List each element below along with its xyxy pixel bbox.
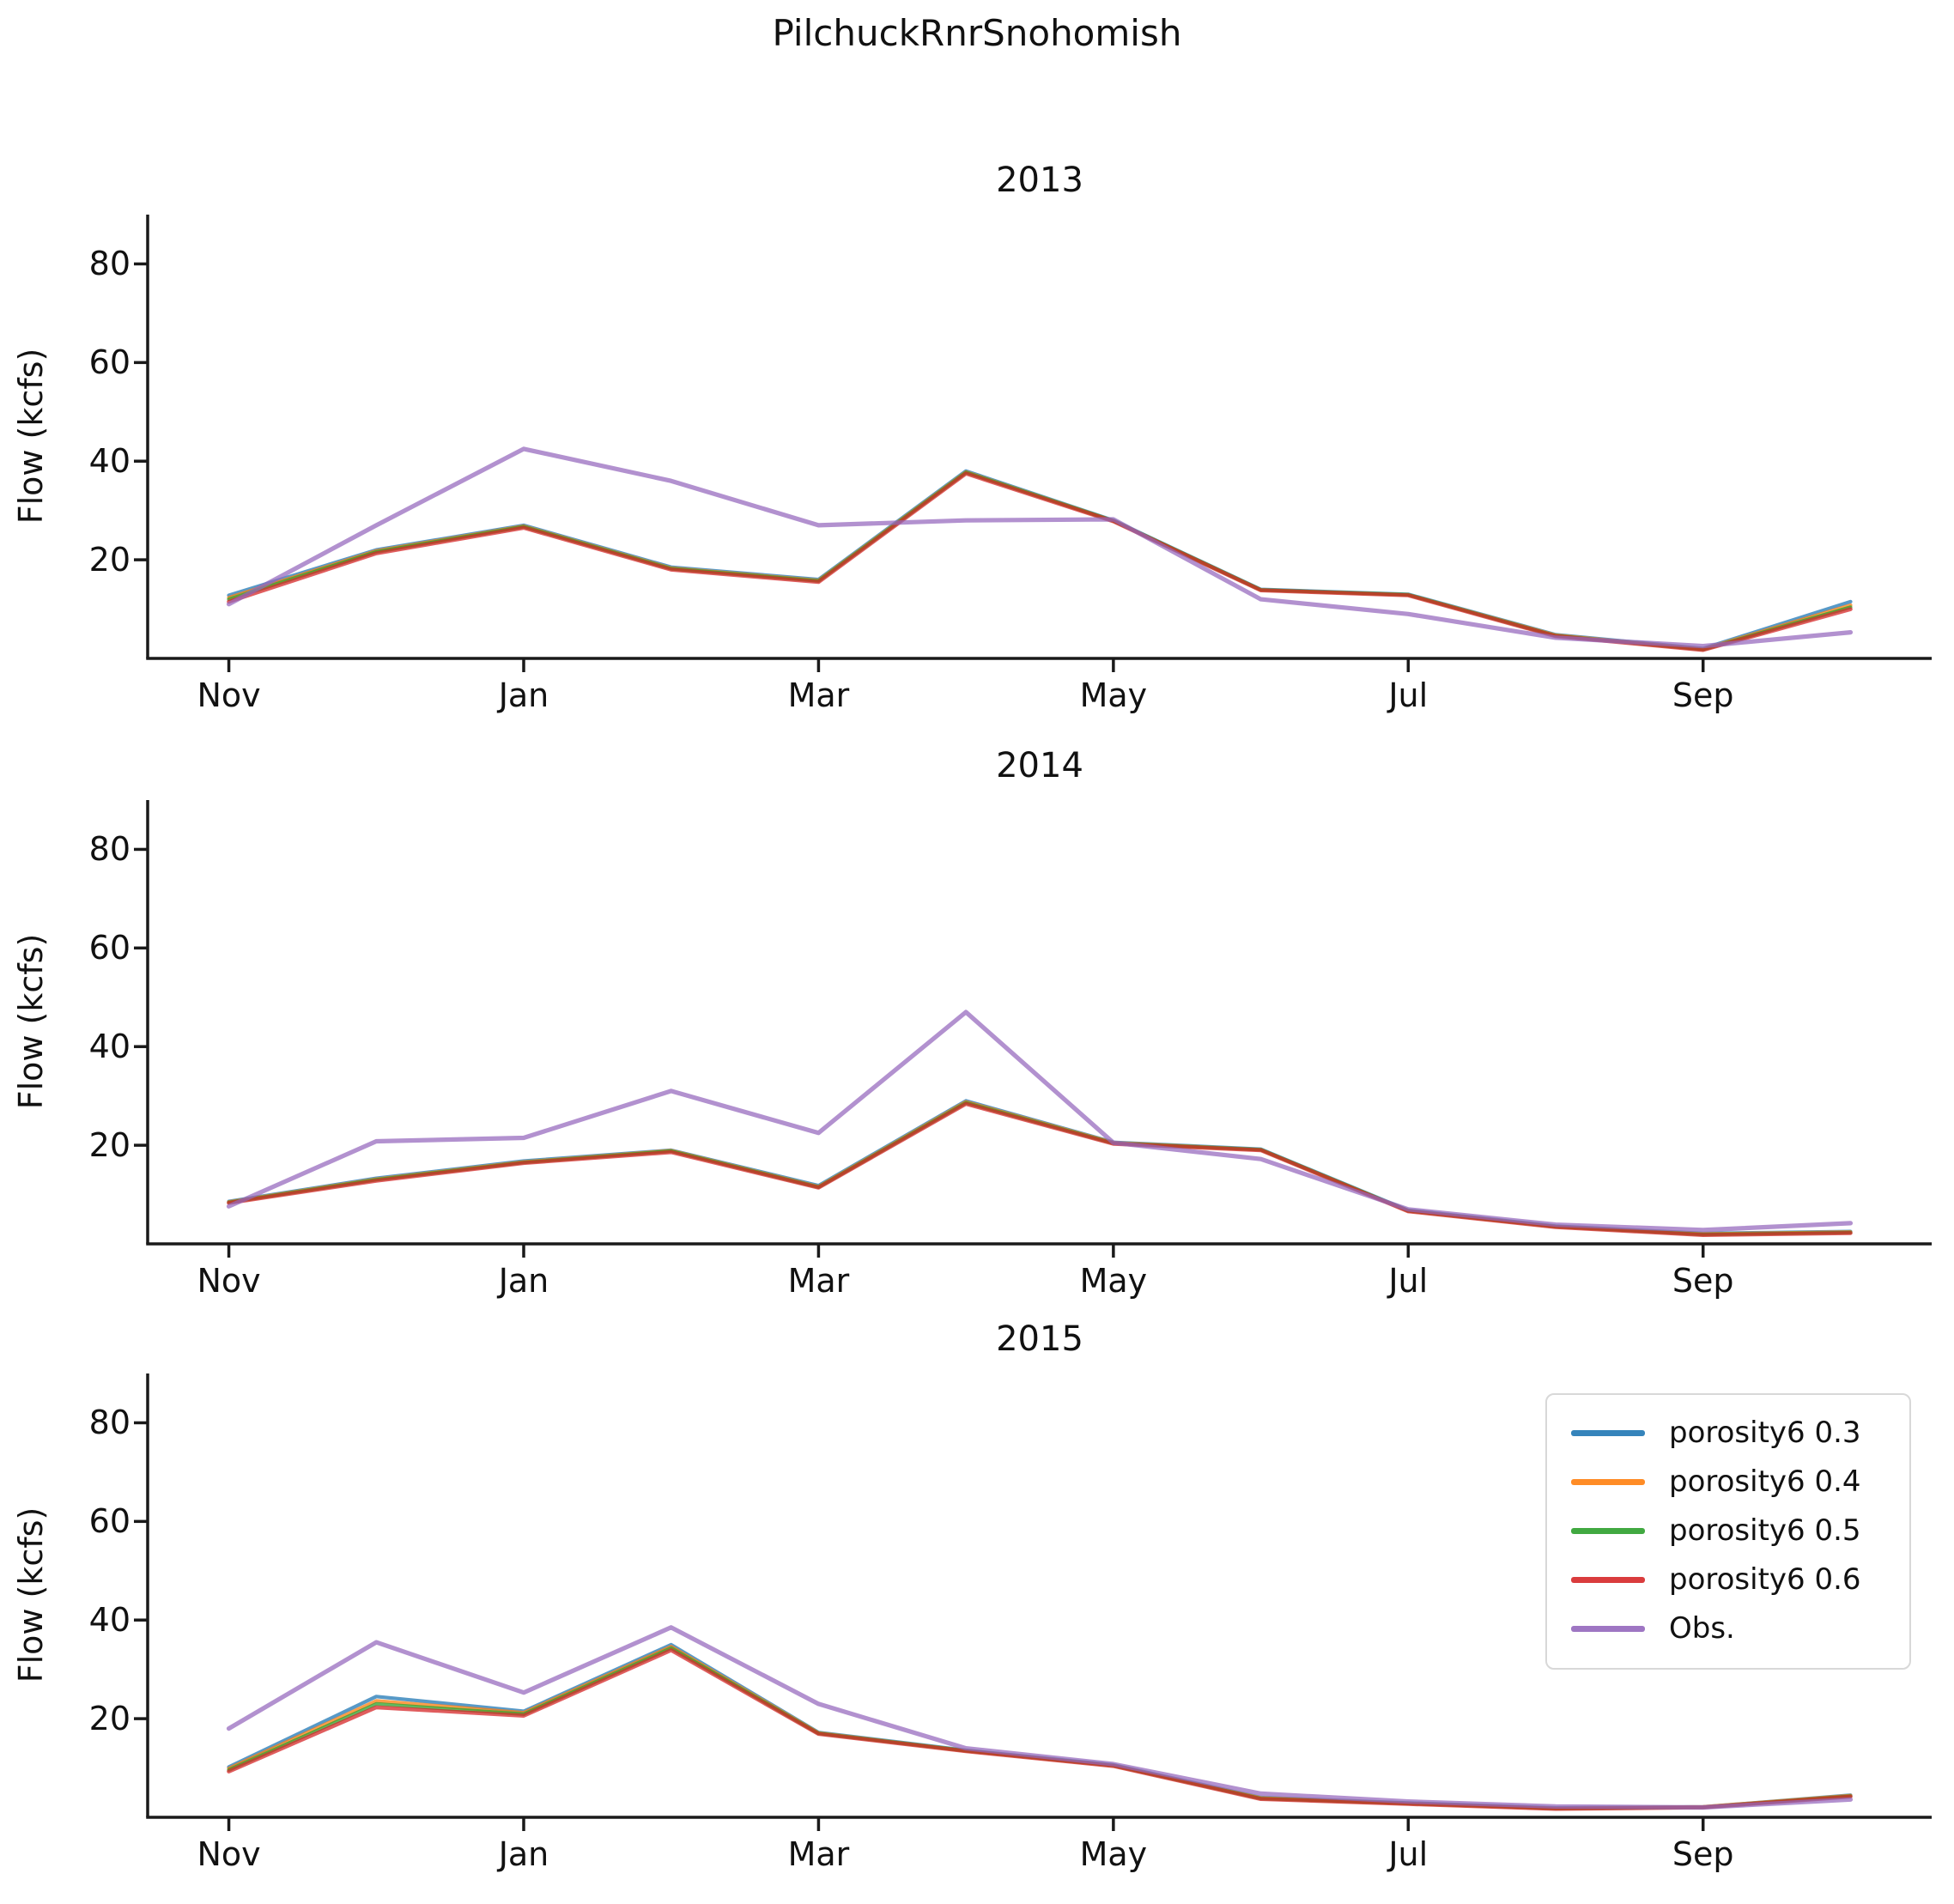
y-tick-label-2014-40: 40	[88, 1028, 130, 1066]
y-tick-label-2015-80: 80	[88, 1404, 130, 1442]
legend-swatch-porosity6-0.4	[1571, 1478, 1645, 1485]
line-2015-obs	[226, 1625, 1854, 1810]
legend-swatch-porosity6-0.3	[1571, 1429, 1645, 1436]
x-tick-label-2015-Nov: Nov	[197, 1835, 261, 1873]
line-2015-porosity6-0.4	[227, 1645, 1853, 1810]
legend-label-porosity6-0.4: porosity6 0.4	[1669, 1464, 1861, 1499]
y-tick-label-2013-20: 20	[88, 541, 130, 579]
legend-item-porosity6-0.5: porosity6 0.5	[1571, 1507, 1909, 1555]
legend-swatch-obs	[1571, 1625, 1645, 1632]
subplot-title-2013: 2013	[996, 161, 1083, 200]
y-tick-label-2013-80: 80	[88, 245, 130, 283]
subplot-title-2015: 2015	[996, 1319, 1083, 1359]
x-tick-label-2015-Jan: Jan	[498, 1835, 549, 1873]
x-tick-label-2015-Mar: Mar	[787, 1835, 850, 1873]
subplot-2015-axes	[134, 1373, 1932, 1831]
x-tick-label-2014-Sep: Sep	[1672, 1262, 1734, 1300]
x-tick-label-2015-May: May	[1079, 1835, 1148, 1873]
x-tick-label-2014-Jul: Jul	[1388, 1262, 1429, 1300]
y-tick-label-2013-40: 40	[88, 442, 130, 481]
y-tick-label-2013-60: 60	[88, 343, 130, 382]
legend-swatch-porosity6-0.5	[1571, 1527, 1645, 1534]
x-tick-label-2014-Nov: Nov	[197, 1262, 261, 1300]
x-tick-label-2014-Jan: Jan	[498, 1262, 549, 1300]
x-tick-label-2013-Jul: Jul	[1388, 676, 1429, 714]
x-tick-label-2013-Sep: Sep	[1672, 676, 1734, 714]
x-tick-label-2015-Jul: Jul	[1388, 1835, 1429, 1873]
y-tick-label-2015-20: 20	[88, 1700, 130, 1738]
legend-label-porosity6-0.3: porosity6 0.3	[1669, 1416, 1861, 1450]
x-tick-label-2015-Sep: Sep	[1672, 1835, 1734, 1873]
line-2013-porosity6-0.6	[227, 471, 1853, 652]
y-tick-label-2014-20: 20	[88, 1126, 130, 1165]
figure-title: PilchuckRnrSnohomish	[772, 12, 1182, 54]
x-tick-label-2013-Nov: Nov	[197, 676, 261, 714]
legend: porosity6 0.3 porosity6 0.4 porosity6 0.5 p…	[1545, 1393, 1911, 1670]
legend-item-porosity6-0.6: porosity6 0.6	[1571, 1555, 1909, 1604]
y-tick-label-2015-60: 60	[88, 1502, 130, 1541]
y-tick-label-2015-40: 40	[88, 1601, 130, 1640]
subplot-2014-axes	[134, 800, 1932, 1258]
line-2014-porosity6-0.6	[227, 1101, 1853, 1237]
line-2013-obs	[226, 446, 1854, 649]
line-2014-obs	[226, 1010, 1854, 1233]
x-tick-label-2013-May: May	[1079, 676, 1148, 714]
legend-item-obs: Obs.	[1571, 1604, 1909, 1652]
legend-swatch-porosity6-0.6	[1571, 1576, 1645, 1583]
x-tick-label-2014-Mar: Mar	[787, 1262, 850, 1300]
legend-label-porosity6-0.6: porosity6 0.6	[1669, 1562, 1861, 1597]
y-tick-label-2014-80: 80	[88, 830, 130, 869]
x-tick-label-2014-May: May	[1079, 1262, 1148, 1300]
legend-label-obs: Obs.	[1669, 1611, 1735, 1646]
line-2015-porosity6-0.5	[227, 1646, 1853, 1810]
legend-item-porosity6-0.3: porosity6 0.3	[1571, 1409, 1909, 1457]
x-tick-label-2013-Mar: Mar	[787, 676, 850, 714]
y-tick-label-2014-60: 60	[88, 929, 130, 967]
subplot-title-2014: 2014	[996, 746, 1083, 785]
x-tick-label-2013-Jan: Jan	[498, 676, 549, 714]
subplot-2013-axes	[134, 215, 1932, 672]
legend-label-porosity6-0.5: porosity6 0.5	[1669, 1513, 1861, 1548]
legend-item-porosity6-0.4: porosity6 0.4	[1571, 1458, 1909, 1506]
